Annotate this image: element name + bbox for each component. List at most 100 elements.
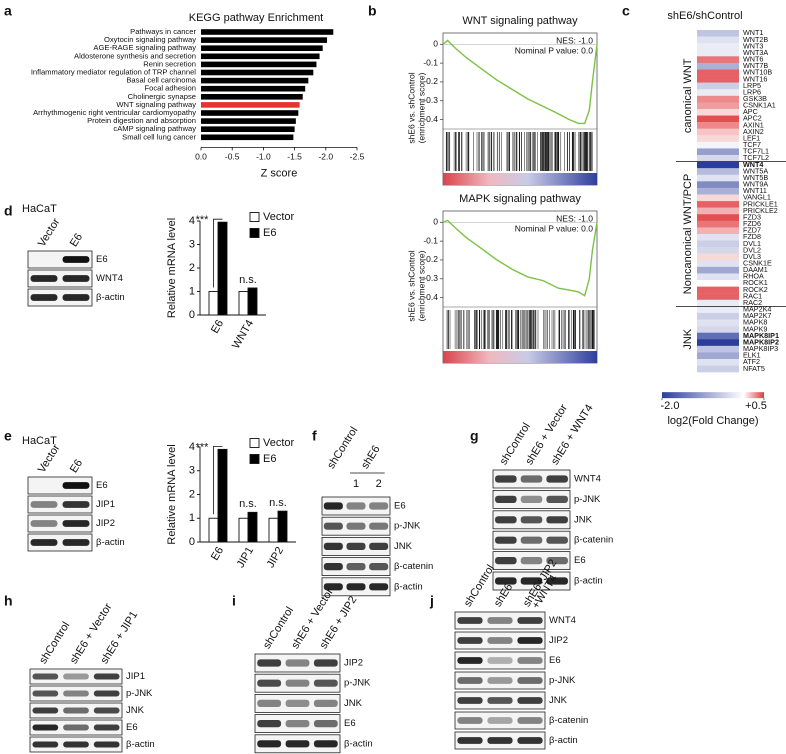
panel-letter: b (368, 3, 377, 19)
bar (201, 94, 303, 100)
band (32, 673, 59, 680)
heat-cell (697, 201, 739, 208)
bar (217, 221, 228, 316)
gene-label: PRICKLE1 (743, 199, 778, 208)
x-axis-label: Z score (261, 167, 298, 179)
band (32, 724, 59, 731)
gene-label: MAPK8IP3 (743, 344, 778, 353)
band (487, 657, 513, 664)
band (257, 720, 282, 728)
legend-label: E6 (263, 453, 276, 465)
band (323, 583, 343, 591)
band (31, 256, 58, 263)
band (30, 520, 58, 527)
heat-cell (697, 76, 739, 83)
band (285, 740, 310, 748)
band (487, 737, 513, 744)
band (495, 475, 517, 483)
band (546, 475, 568, 483)
gene-label: MAP2K7 (743, 311, 771, 320)
band (487, 717, 513, 724)
y-tick-label: 2 (189, 488, 195, 500)
band-label: β-catenin (574, 535, 613, 546)
blot-strip (27, 533, 93, 552)
band-label: JNK (394, 541, 413, 552)
band (313, 699, 338, 707)
band-label: E6 (574, 555, 586, 566)
band-label: β-catenin (394, 561, 433, 572)
hit-barcode (445, 132, 593, 171)
bar (217, 448, 228, 543)
band-label: p-JNK (394, 521, 421, 532)
band (457, 637, 483, 644)
category-label: Inflammatory mediator regulation of TRP … (31, 68, 196, 77)
bar (238, 291, 249, 316)
gene-label: CSNK1E (743, 258, 772, 267)
band (517, 637, 543, 644)
y-tick-label: -0.1 (423, 57, 438, 67)
category-label: Cholinergic synapse (128, 92, 196, 101)
gene-label: RAC2 (743, 298, 762, 307)
y-axis-label: (enrichment score) (416, 250, 426, 321)
colorbar-label: log2(Fold Change) (667, 415, 758, 427)
bar (201, 61, 317, 68)
heat-cell (697, 115, 739, 123)
band (323, 542, 343, 550)
gene-label: MAPK9 (743, 324, 767, 333)
band-label: JNK (574, 514, 593, 525)
band (520, 536, 543, 544)
category-label: Focal adhesion (144, 84, 196, 93)
bar (208, 291, 219, 316)
y-tick-label: 2 (189, 262, 195, 274)
band (257, 699, 282, 707)
band (487, 697, 513, 704)
band-label: E6 (96, 480, 108, 491)
band-label: WNT4 (574, 474, 601, 485)
band (323, 522, 343, 530)
annotation: NES: -1.0 (556, 35, 593, 45)
category-label: Aldosterone synthesis and secretion (74, 51, 196, 60)
heat-cell (697, 95, 739, 103)
band-label: JIP2 (96, 518, 115, 529)
legend-swatch (249, 212, 260, 222)
band (313, 720, 338, 728)
bar (201, 53, 320, 60)
enrichment-line (442, 39, 598, 125)
heat-cell (697, 352, 739, 360)
band-label: β-actin (574, 576, 603, 587)
category-label: AGE-RAGE signaling pathway (93, 43, 196, 52)
gene-label: DVL2 (743, 245, 761, 254)
gene-label: VANGL1 (743, 193, 771, 202)
band (93, 673, 120, 680)
gene-label: WNT10B (743, 68, 772, 77)
band (520, 557, 543, 565)
y-tick-label: 3 (189, 238, 195, 250)
y-tick-label: -0.3 (423, 273, 438, 283)
cell-line: HaCaT (22, 203, 57, 215)
band-label: E6 (96, 254, 108, 265)
band (285, 679, 310, 687)
band (63, 673, 89, 680)
significance: *** (196, 214, 210, 226)
band (32, 690, 59, 697)
lane-label: shE6 (359, 444, 382, 472)
band (63, 741, 89, 748)
band (520, 475, 543, 483)
hit-barcode (446, 310, 595, 349)
band (285, 699, 310, 707)
heat-cell (697, 30, 739, 37)
gene-label: MAPK8IP2 (743, 337, 779, 346)
gene-label: WNT1 (743, 28, 763, 37)
gene-label: WNT5A (743, 166, 768, 175)
heat-cell (697, 62, 739, 70)
bar (201, 118, 296, 124)
y-axis-label: (enrichment score) (416, 72, 426, 143)
band (257, 740, 282, 748)
heat-cell (697, 135, 739, 143)
gene-label: WNT2B (743, 35, 768, 44)
gene-label: FZD7 (743, 226, 761, 235)
gene-label: DVL3 (743, 252, 761, 261)
gene-label: WNT11 (743, 186, 767, 195)
gene-label: WNT6 (743, 55, 763, 64)
bar (201, 29, 334, 35)
